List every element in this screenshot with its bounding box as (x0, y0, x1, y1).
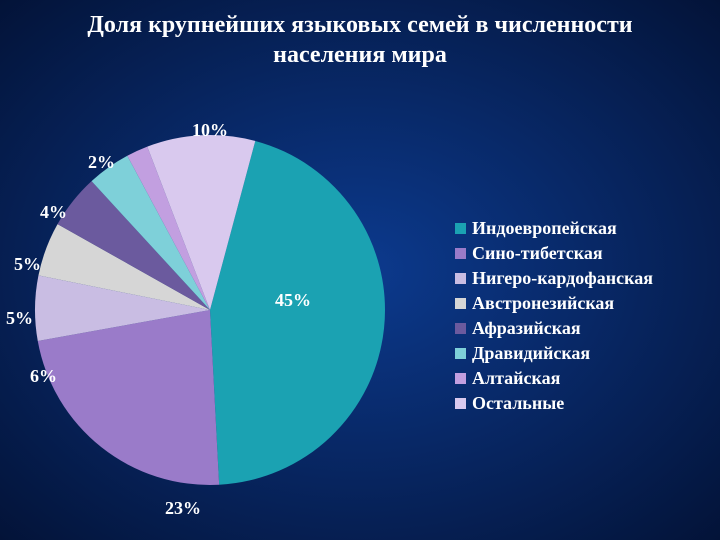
slice-label: 5% (6, 308, 33, 329)
legend-swatch-icon (455, 273, 466, 284)
slice-label: 2% (88, 152, 115, 173)
legend-label: Австронезийская (472, 293, 614, 314)
legend-swatch-icon (455, 373, 466, 384)
legend-item: Остальные (455, 393, 653, 414)
legend-item: Сино-тибетская (455, 243, 653, 264)
legend-swatch-icon (455, 248, 466, 259)
legend-item: Дравидийская (455, 343, 653, 364)
slice-label: 23% (165, 498, 201, 519)
legend-label: Сино-тибетская (472, 243, 603, 264)
legend-label: Индоевропейская (472, 218, 617, 239)
legend-item: Индоевропейская (455, 218, 653, 239)
legend-label: Нигеро-кардофанская (472, 268, 653, 289)
legend-label: Афразийская (472, 318, 581, 339)
legend-label: Дравидийская (472, 343, 590, 364)
legend-swatch-icon (455, 348, 466, 359)
slide-background: Доля крупнейших языковых семей в численн… (0, 0, 720, 540)
slice-label: 5% (14, 254, 41, 275)
legend-item: Австронезийская (455, 293, 653, 314)
slice-label: 10% (192, 120, 228, 141)
slice-label: 6% (30, 366, 57, 387)
legend-item: Нигеро-кардофанская (455, 268, 653, 289)
slice-label: 4% (40, 202, 67, 223)
legend-swatch-icon (455, 323, 466, 334)
legend-item: Алтайская (455, 368, 653, 389)
legend-label: Остальные (472, 393, 564, 414)
legend: Индоевропейская Сино-тибетская Нигеро-кард… (455, 218, 653, 418)
legend-swatch-icon (455, 223, 466, 234)
slice-label: 45% (275, 290, 311, 311)
legend-swatch-icon (455, 398, 466, 409)
legend-item: Афразийская (455, 318, 653, 339)
legend-label: Алтайская (472, 368, 560, 389)
legend-swatch-icon (455, 298, 466, 309)
pie-slice (38, 310, 219, 485)
